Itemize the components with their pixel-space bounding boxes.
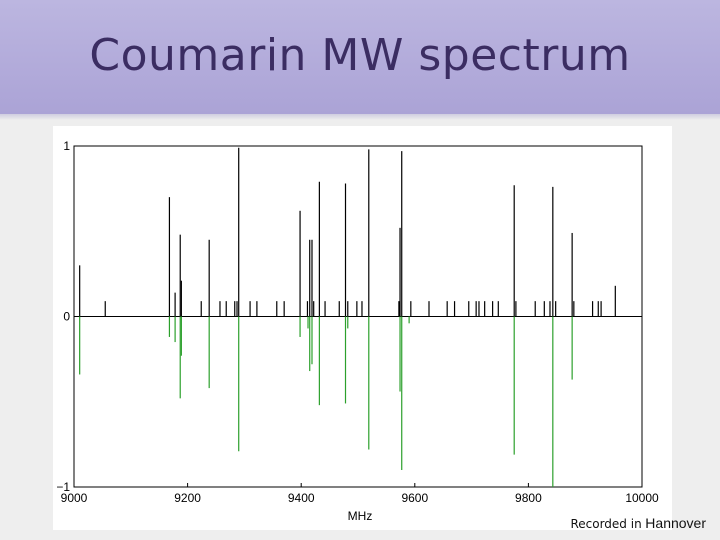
x-tick-label-0: 9000 — [61, 491, 88, 505]
spectrum-chart: 9000 9200 9400 9600 9800 10000 1 0 −1 MHz — [53, 126, 672, 530]
axis-ticks: 9000 9200 9400 9600 9800 10000 1 0 −1 — [56, 139, 659, 505]
slide-title: Coumarin MW spectrum — [89, 30, 631, 81]
caption-place: Hannover — [645, 515, 706, 531]
x-tick-label-5: 10000 — [625, 491, 659, 505]
x-tick-label-2: 9400 — [288, 491, 315, 505]
caption-lead: Recorded in — [570, 517, 642, 531]
x-tick-label-4: 9800 — [515, 491, 542, 505]
x-tick-label-3: 9600 — [401, 491, 428, 505]
x-axis-label: MHz — [348, 509, 373, 523]
spectrum-lines — [79, 147, 616, 487]
y-tick-label-2: −1 — [56, 480, 70, 494]
y-tick-label-1: 0 — [63, 310, 70, 324]
x-tick-label-1: 9200 — [174, 491, 201, 505]
y-tick-label-0: 1 — [63, 139, 70, 153]
recording-caption: Recorded in Hannover — [570, 515, 706, 531]
spectrum-chart-svg: 9000 9200 9400 9600 9800 10000 1 0 −1 MHz — [56, 139, 659, 523]
slide-header-edge — [0, 114, 720, 120]
slide-header — [0, 0, 720, 114]
